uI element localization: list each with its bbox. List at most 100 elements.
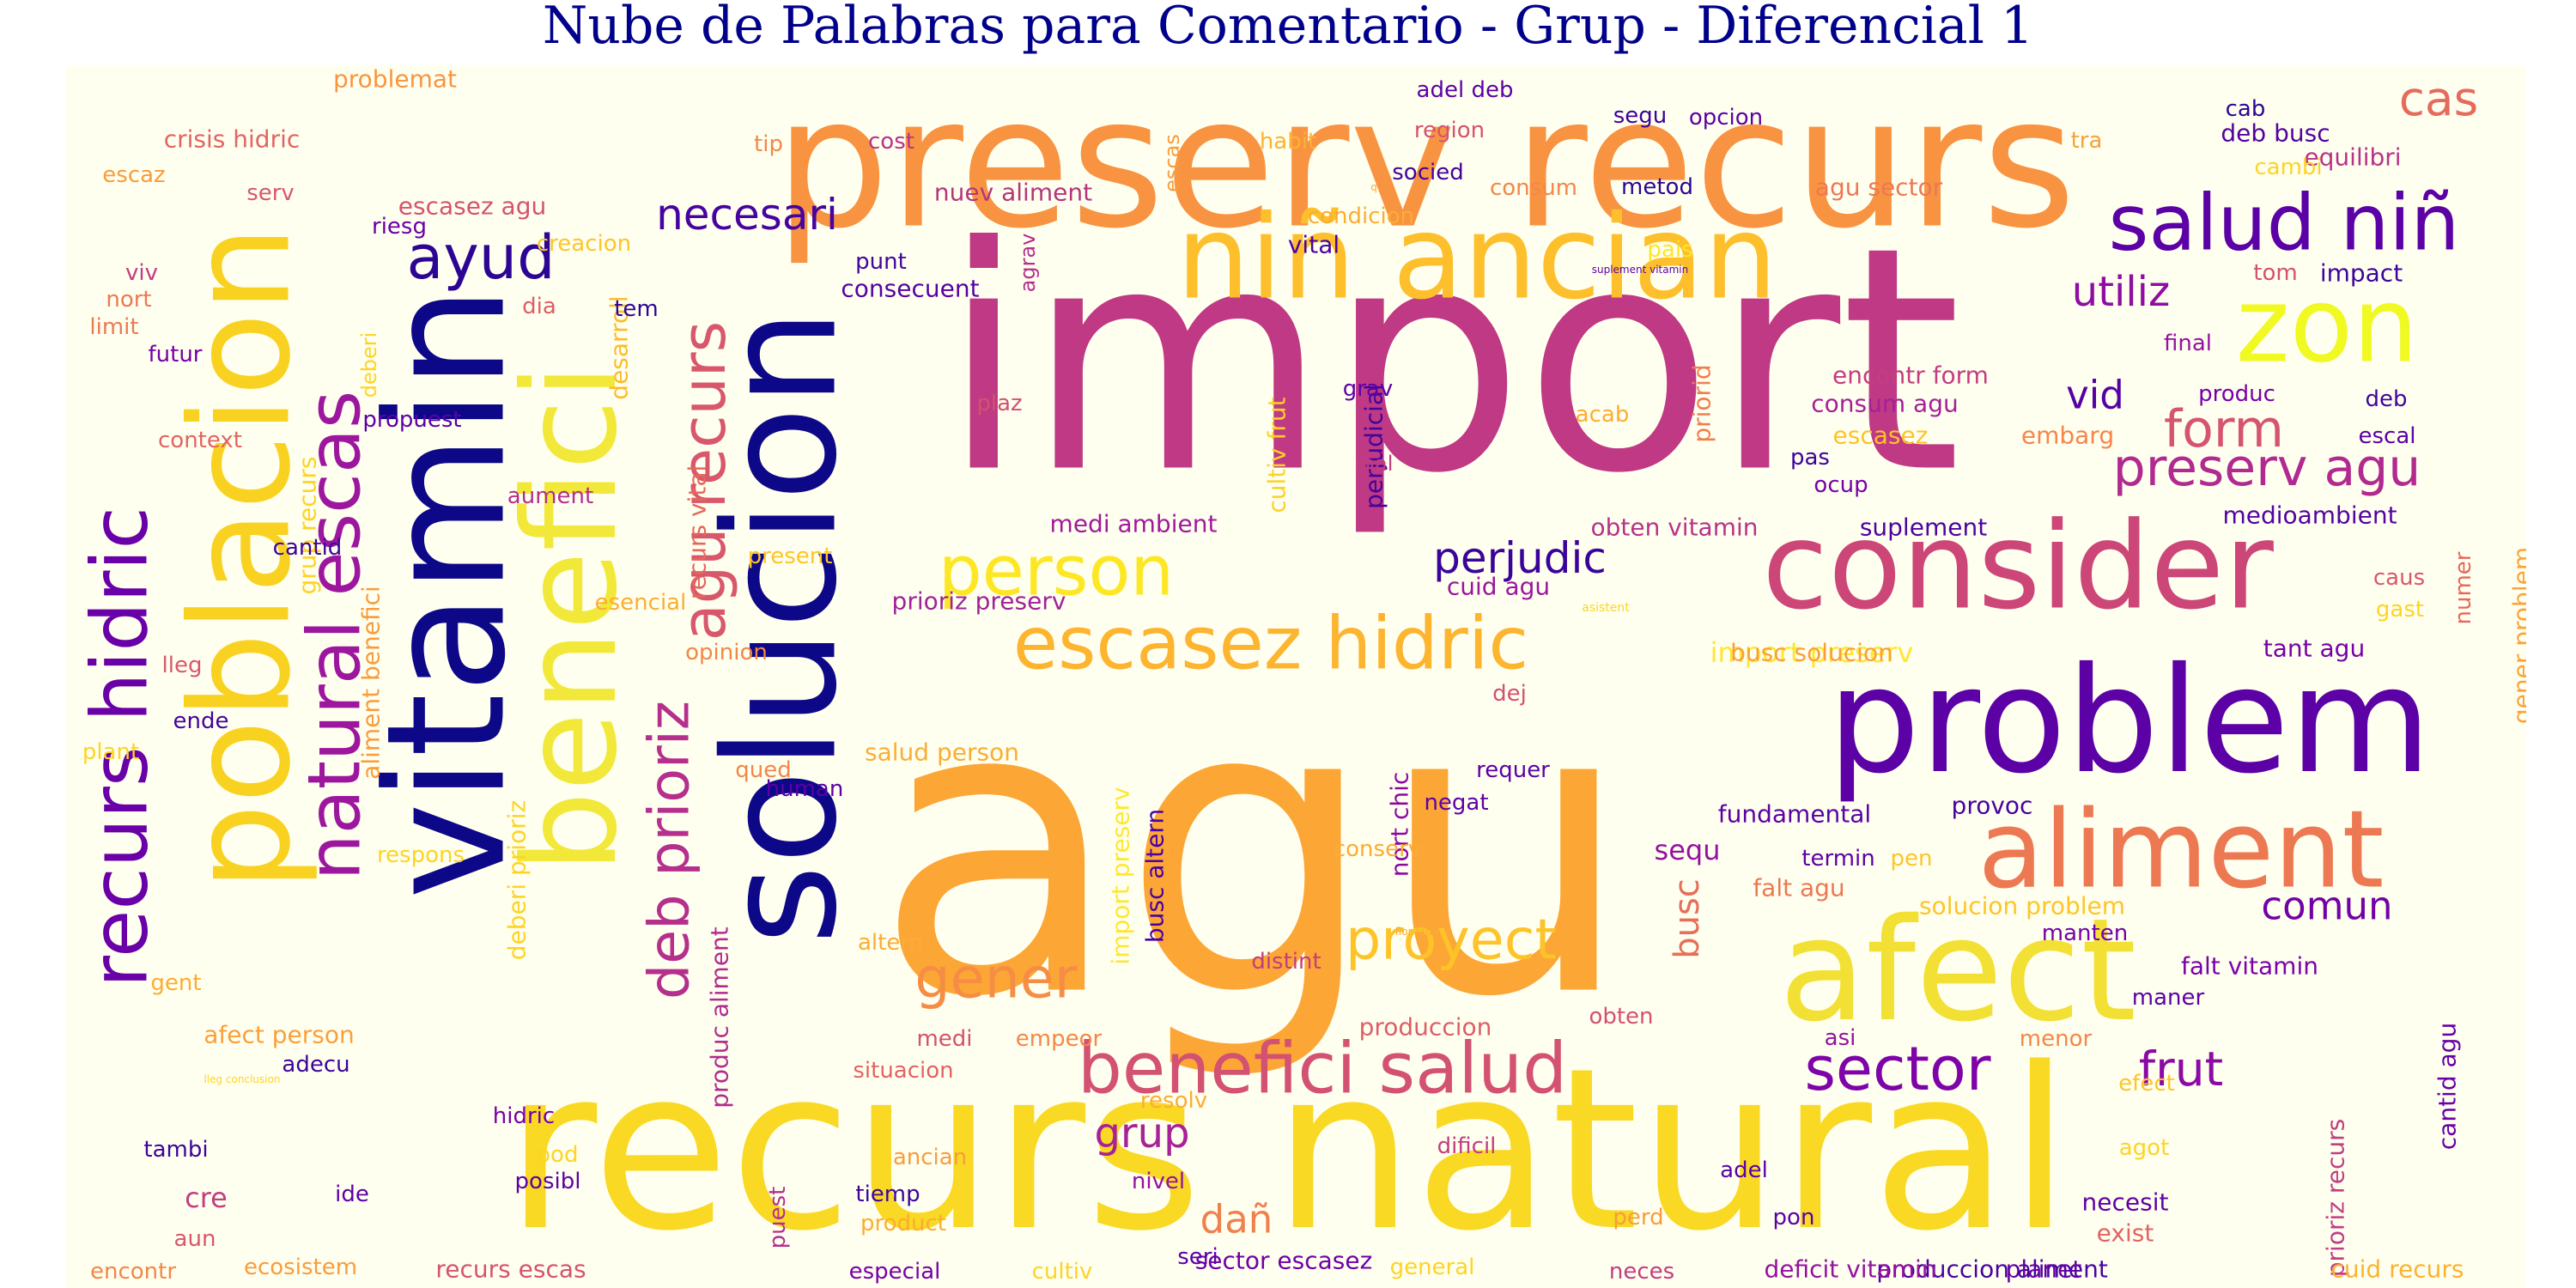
word-86: cuid agu: [1447, 573, 1550, 601]
word-30: frut: [2139, 1042, 2223, 1097]
chart-title: Nube de Palabras para Comentario - Grup …: [542, 0, 2034, 56]
word-185: cultiv: [1032, 1259, 1093, 1285]
word-145: human: [766, 776, 844, 802]
word-20: deb prioriz: [638, 701, 702, 999]
word-190: agrav: [1016, 234, 1040, 293]
word-8: poblacion: [161, 225, 321, 890]
word-64: busc altern: [1141, 809, 1170, 943]
word-5: solucion: [692, 308, 872, 945]
word-130: produc: [2198, 381, 2275, 407]
word-148: negat: [1424, 790, 1488, 816]
word-119: futur: [149, 342, 203, 368]
word-11: niñ ancian: [1176, 191, 1777, 325]
word-90: provoc: [1952, 792, 2033, 820]
word-191: deberi: [357, 332, 381, 398]
word-15: natural escas: [293, 391, 378, 881]
word-62: busc solucion: [1730, 639, 1893, 667]
word-106: consum: [1490, 175, 1577, 201]
word-37: dañ: [1200, 1197, 1273, 1242]
word-40: sequ: [1655, 834, 1721, 866]
word-181: aun: [174, 1226, 216, 1252]
word-123: cantid: [273, 535, 343, 561]
word-42: consecuent: [841, 275, 979, 303]
word-139: opinion: [685, 640, 768, 665]
word-132: final: [2164, 331, 2212, 356]
word-91: necesit: [2082, 1188, 2169, 1217]
word-13: zon: [2236, 267, 2418, 386]
word-163: situacion: [853, 1058, 953, 1084]
word-57: nort chic: [1386, 772, 1414, 878]
word-6: problem: [1827, 636, 2431, 806]
word-166: efect: [2118, 1071, 2175, 1097]
word-143: plant: [82, 739, 139, 765]
word-134: numer: [2451, 551, 2476, 624]
word-197: lleg conclusion: [204, 1073, 280, 1085]
word-48: sector escasez: [1195, 1247, 1373, 1275]
word-182: encontr: [90, 1259, 176, 1285]
word-19: benefici salud: [1078, 1029, 1567, 1110]
word-175: nivel: [1132, 1169, 1185, 1194]
word-3: preserv recurs: [775, 65, 2075, 269]
word-32: vid: [2066, 373, 2124, 418]
word-50: produccion aliment: [1876, 1255, 2108, 1284]
word-170: posibl: [515, 1169, 581, 1194]
word-36: busc: [1668, 878, 1707, 959]
word-122: aument: [507, 483, 593, 509]
word-144: qued: [735, 757, 791, 783]
word-7: afect: [1779, 888, 2136, 1053]
word-101: habit: [1260, 129, 1316, 155]
word-151: distint: [1251, 949, 1321, 975]
word-112: punt: [855, 249, 907, 275]
word-193: q: [1370, 181, 1377, 193]
word-73: agu sector: [1815, 173, 1943, 202]
word-186: general: [1390, 1255, 1475, 1280]
word-187: neces: [1609, 1259, 1674, 1285]
word-125: grav: [1343, 376, 1394, 402]
word-0: agu: [874, 616, 1633, 1085]
word-46: nuev aliment: [934, 179, 1092, 207]
word-61: obten vitamin: [1590, 513, 1758, 542]
word-94: adel deb: [1417, 77, 1514, 103]
word-22: ayud: [406, 222, 555, 293]
word-80: recurs vital: [683, 465, 712, 600]
word-179: pon: [1773, 1205, 1815, 1230]
word-150: altern: [858, 930, 923, 956]
word-74: consum agu: [1811, 390, 1958, 418]
word-45: problemat: [333, 65, 457, 94]
word-78: perjudicial: [1360, 384, 1388, 509]
word-72: medioambient: [2222, 501, 2397, 530]
word-95: region: [1414, 118, 1485, 143]
word-183: ecosistem: [244, 1255, 357, 1280]
word-87: deb busc: [2221, 119, 2330, 148]
word-82: aliment benefici: [357, 586, 386, 780]
word-156: gent: [150, 970, 201, 996]
word-158: empeor: [1016, 1026, 1103, 1052]
word-81: grup recurs: [294, 456, 322, 594]
word-135: caus: [2373, 565, 2425, 591]
word-38: import preserv: [1710, 636, 1914, 669]
word-cloud-panel: agu import recurs natural preserv recurs vit…: [65, 65, 2526, 1288]
word-102: tra: [2071, 128, 2103, 154]
word-189: escas: [1160, 134, 1184, 192]
word-195: asistent: [1582, 601, 1630, 615]
word-17: salud niñ: [2109, 179, 2460, 269]
word-39: vital: [1288, 231, 1340, 259]
word-121: context: [158, 428, 242, 453]
word-24: sector: [1804, 1034, 1990, 1104]
word-28: necesari: [656, 190, 838, 240]
word-118: limit: [89, 314, 138, 340]
word-67: falt agu: [1753, 874, 1844, 902]
word-105: socied: [1392, 160, 1463, 185]
word-153: pen: [1891, 846, 1933, 872]
word-110: condicion: [1308, 204, 1414, 229]
word-171: ancian: [893, 1145, 967, 1170]
word-59: medi ambient: [1050, 510, 1218, 538]
word-107: metod: [1621, 174, 1693, 200]
word-89: equilibri: [2304, 143, 2401, 172]
word-147: requer: [1476, 757, 1550, 783]
word-16: agu recurs: [669, 321, 739, 641]
word-116: viv: [125, 260, 158, 286]
word-1: import: [941, 181, 1962, 541]
word-177: product: [860, 1211, 946, 1236]
